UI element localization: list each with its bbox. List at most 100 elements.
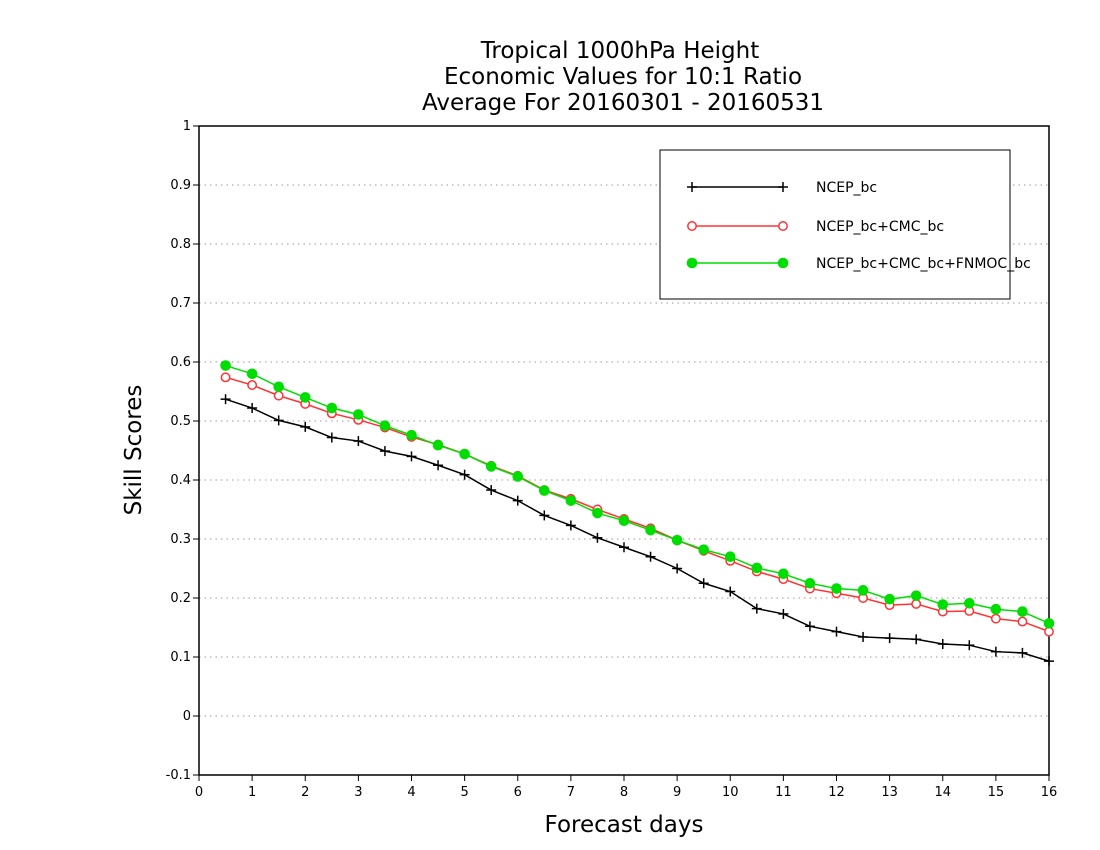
filled-circle-marker [406, 429, 417, 441]
plus-marker [858, 631, 869, 642]
y-tick-label: 0 [183, 709, 191, 724]
filled-circle-marker [937, 599, 949, 610]
plus-marker [300, 421, 311, 432]
filled-circle-marker [671, 534, 683, 546]
y-tick-label: 1 [183, 119, 191, 134]
legend-label: NCEP_bc+CMC_bc+FNMOC_bc [816, 256, 1031, 272]
plus-marker [778, 182, 788, 192]
filled-circle-marker [220, 360, 231, 371]
plus-marker [326, 432, 337, 443]
x-tick-label: 11 [775, 785, 792, 800]
plus-marker [804, 621, 815, 632]
grid [199, 184, 1049, 717]
x-tick-label: 1 [248, 785, 256, 800]
plus-marker [273, 415, 284, 426]
x-tick-label: 8 [620, 785, 628, 800]
plus-marker [884, 633, 895, 644]
legend-entry: NCEP_bc [687, 180, 877, 196]
open-circle-marker [911, 598, 922, 609]
plus-marker [379, 446, 390, 457]
open-circle-marker [247, 380, 258, 390]
y-tick-label: 0.4 [170, 473, 191, 488]
open-circle-marker [778, 221, 788, 231]
series [220, 360, 1055, 667]
plus-marker [1017, 647, 1028, 658]
open-circle-marker [990, 613, 1001, 624]
series-line [225, 398, 1050, 662]
filled-circle-marker [686, 257, 698, 269]
filled-circle-marker [618, 515, 630, 527]
y-axis-label: Skill Scores [121, 385, 147, 516]
x-tick-label: 14 [934, 785, 951, 800]
x-tick-label: 7 [567, 785, 575, 800]
plus-marker [459, 469, 470, 480]
filled-circle-marker [1017, 606, 1028, 617]
plus-marker [645, 551, 656, 562]
plus-marker [751, 603, 762, 614]
x-tick-label: 4 [407, 785, 415, 800]
y-tick-label: -0.1 [166, 768, 191, 783]
y-tick-label: 0.1 [170, 650, 191, 665]
filled-circle-marker [353, 409, 364, 420]
plus-marker [937, 639, 948, 650]
filled-circle-marker [724, 551, 736, 563]
y-tick-label: 0.8 [170, 237, 191, 252]
filled-circle-marker [1043, 618, 1055, 629]
filled-circle-marker [990, 603, 1002, 615]
chart-title: Tropical 1000hPa Height Economic Values … [422, 38, 824, 116]
x-tick-label: 2 [301, 785, 309, 800]
y-tick-label: 0.3 [170, 532, 191, 547]
legend: NCEP_bc NCEP_bc+CMC_bc NCEP_bc+CMC_bc+FNMO… [659, 149, 1031, 300]
title-line-3: Average For 20160301 - 20160531 [422, 90, 824, 116]
y-tick-label: 0.2 [170, 591, 191, 606]
x-tick-label: 12 [828, 785, 845, 800]
x-tick-label: 16 [1041, 785, 1058, 800]
y-tick-label: 0.7 [170, 296, 191, 311]
filled-circle-marker [379, 420, 391, 432]
plus-marker [698, 578, 709, 589]
x-tick-label: 9 [673, 785, 681, 800]
legend-entry: NCEP_bc+CMC_bc [687, 219, 944, 235]
filled-circle-marker [831, 583, 842, 594]
filled-circle-marker [326, 402, 338, 414]
filled-circle-marker [565, 495, 577, 506]
axes: -0.100.10.20.30.40.50.60.70.80.910 1 2 3 4 5 6… [166, 119, 1058, 800]
plus-marker [592, 532, 603, 543]
series-0 [220, 394, 1054, 667]
plus-marker [725, 586, 736, 597]
filled-circle-marker [698, 544, 709, 555]
x-tick-label: 0 [195, 785, 203, 800]
x-axis-label: Forecast days [545, 812, 704, 838]
filled-circle-marker [778, 568, 789, 580]
legend-label: NCEP_bc+CMC_bc [816, 219, 944, 235]
plus-marker [353, 436, 364, 447]
series-line [225, 376, 1050, 633]
open-circle-marker [687, 221, 697, 231]
filled-circle-marker [857, 585, 869, 596]
filled-circle-marker [432, 439, 444, 451]
x-tick-label: 10 [722, 785, 739, 800]
plus-marker [220, 394, 231, 405]
y-tick-label: 0.5 [170, 414, 191, 429]
title-line-2: Economic Values for 10:1 Ratio [444, 64, 802, 90]
title-line-1: Tropical 1000hPa Height [480, 38, 760, 64]
filled-circle-marker [964, 598, 975, 609]
plus-marker [486, 485, 497, 496]
plus-marker [247, 403, 258, 414]
legend-box [659, 149, 1011, 300]
filled-circle-marker [884, 593, 895, 605]
plus-marker [512, 495, 523, 506]
plus-marker [778, 608, 789, 619]
plus-marker [1044, 656, 1054, 667]
filled-circle-marker [751, 562, 763, 574]
legend-label: NCEP_bc [816, 180, 877, 196]
open-circle-marker [273, 390, 284, 401]
filled-circle-marker [299, 392, 311, 403]
filled-circle-marker [645, 524, 656, 536]
x-tick-label: 15 [988, 785, 1005, 800]
open-circle-marker [220, 372, 231, 383]
open-circle-marker [1017, 616, 1028, 627]
plus-marker [990, 646, 1001, 657]
plus-marker [619, 542, 629, 553]
plus-marker [964, 640, 975, 651]
